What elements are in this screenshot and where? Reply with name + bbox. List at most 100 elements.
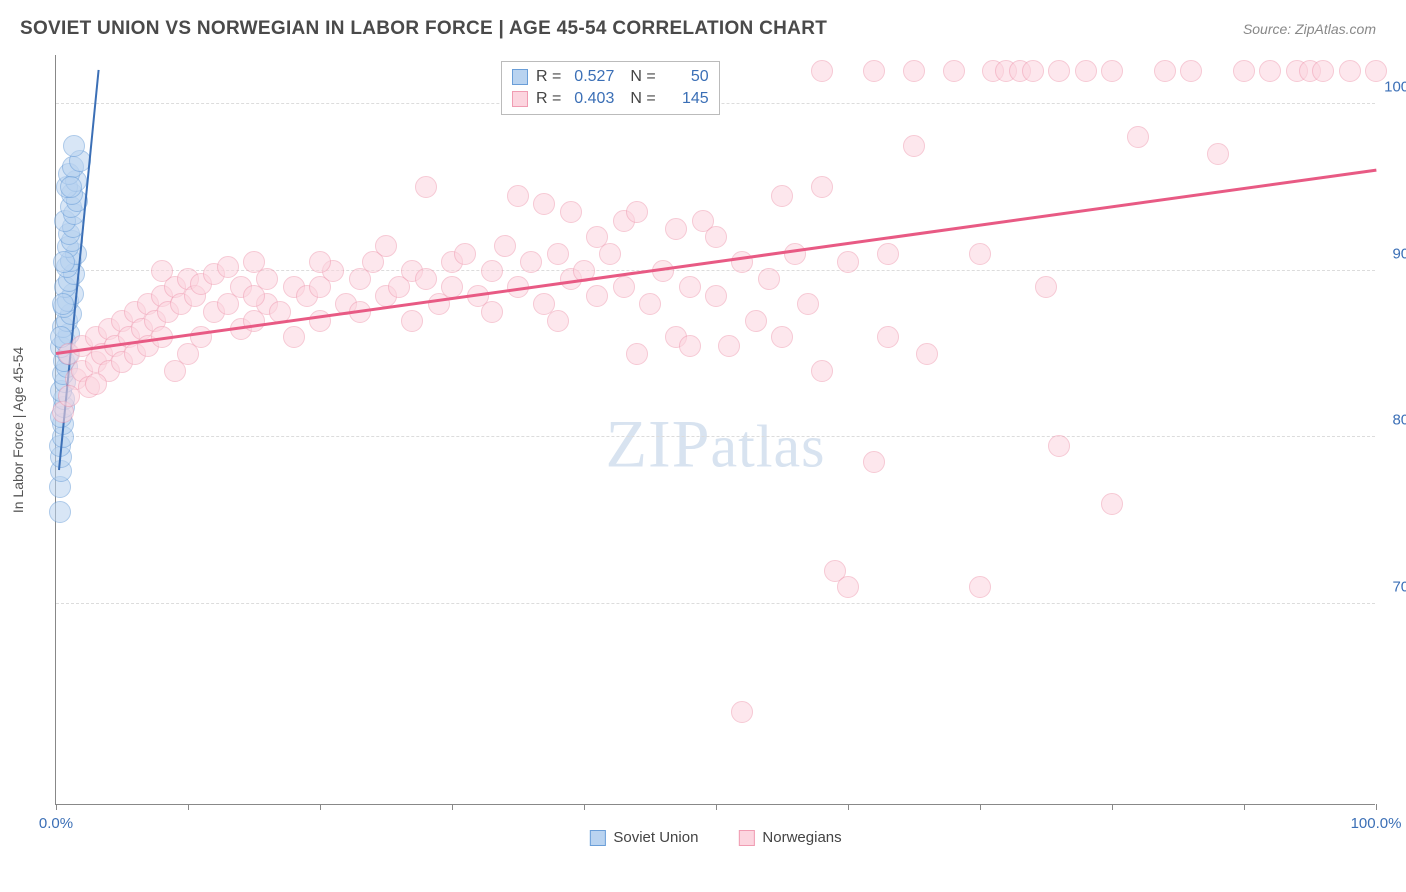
- data-point: [309, 310, 331, 332]
- data-point: [705, 285, 727, 307]
- x-tick-label: 0.0%: [39, 815, 73, 832]
- x-tick: [56, 804, 57, 810]
- y-tick-label: 90.0%: [1380, 245, 1406, 262]
- legend-label: Norwegians: [762, 829, 841, 846]
- data-point: [679, 335, 701, 357]
- data-point: [309, 251, 331, 273]
- stats-row: R =0.403N =145: [512, 88, 709, 110]
- legend-label: Soviet Union: [613, 829, 698, 846]
- x-tick: [980, 804, 981, 810]
- data-point: [415, 268, 437, 290]
- x-tick: [1244, 804, 1245, 810]
- legend-item: Norwegians: [738, 829, 841, 846]
- y-tick-label: 70.0%: [1380, 579, 1406, 596]
- data-point: [560, 201, 582, 223]
- data-point: [613, 276, 635, 298]
- data-point: [243, 285, 265, 307]
- data-point: [1207, 143, 1229, 165]
- stat-r-label: R =: [536, 90, 561, 108]
- x-tick: [848, 804, 849, 810]
- y-axis-label: In Labor Force | Age 45-54: [10, 346, 26, 512]
- data-point: [49, 501, 71, 523]
- data-point: [916, 343, 938, 365]
- stat-n-label: N =: [630, 90, 655, 108]
- data-point: [731, 701, 753, 723]
- y-tick-label: 100.0%: [1380, 79, 1406, 96]
- data-point: [837, 251, 859, 273]
- data-point: [1048, 435, 1070, 457]
- x-tick: [1112, 804, 1113, 810]
- data-point: [863, 60, 885, 82]
- x-tick: [320, 804, 321, 810]
- data-point: [507, 185, 529, 207]
- data-point: [811, 60, 833, 82]
- x-tick: [716, 804, 717, 810]
- stats-row: R =0.527N =50: [512, 66, 709, 88]
- data-point: [1101, 60, 1123, 82]
- x-tick: [584, 804, 585, 810]
- data-point: [1365, 60, 1387, 82]
- x-tick: [452, 804, 453, 810]
- data-point: [60, 176, 82, 198]
- data-point: [811, 360, 833, 382]
- legend-swatch: [589, 830, 605, 846]
- data-point: [718, 335, 740, 357]
- data-point: [1127, 126, 1149, 148]
- data-point: [797, 293, 819, 315]
- data-point: [943, 60, 965, 82]
- data-point: [454, 243, 476, 265]
- data-point: [837, 576, 859, 598]
- data-point: [85, 373, 107, 395]
- data-point: [665, 218, 687, 240]
- data-point: [877, 326, 899, 348]
- source-label: Source: ZipAtlas.com: [1243, 21, 1376, 37]
- data-point: [1233, 60, 1255, 82]
- data-point: [1075, 60, 1097, 82]
- data-point: [771, 326, 793, 348]
- legend-item: Soviet Union: [589, 829, 698, 846]
- data-point: [481, 301, 503, 323]
- scatter-chart: In Labor Force | Age 45-54 ZIPatlas 70.0…: [55, 55, 1375, 805]
- stat-r-value: 0.403: [569, 90, 614, 108]
- data-point: [63, 135, 85, 157]
- data-point: [1022, 60, 1044, 82]
- data-point: [217, 256, 239, 278]
- data-point: [151, 260, 173, 282]
- x-tick: [1376, 804, 1377, 810]
- series-swatch: [512, 91, 528, 107]
- data-point: [58, 385, 80, 407]
- series-swatch: [512, 69, 528, 85]
- data-point: [1154, 60, 1176, 82]
- data-point: [745, 310, 767, 332]
- x-tick-label: 100.0%: [1351, 815, 1402, 832]
- data-point: [401, 310, 423, 332]
- stats-box: R =0.527N =50R =0.403N =145: [501, 61, 720, 115]
- data-point: [784, 243, 806, 265]
- x-tick: [188, 804, 189, 810]
- watermark: ZIPatlas: [606, 405, 826, 484]
- data-point: [811, 176, 833, 198]
- data-point: [52, 293, 74, 315]
- header-row: SOVIET UNION VS NORWEGIAN IN LABOR FORCE…: [0, 0, 1406, 40]
- data-point: [626, 343, 648, 365]
- data-point: [533, 193, 555, 215]
- y-tick-label: 80.0%: [1380, 412, 1406, 429]
- data-point: [599, 243, 621, 265]
- data-point: [705, 226, 727, 248]
- data-point: [1035, 276, 1057, 298]
- data-point: [1048, 60, 1070, 82]
- data-point: [758, 268, 780, 290]
- data-point: [903, 135, 925, 157]
- data-point: [283, 326, 305, 348]
- gridline-h: [56, 436, 1375, 437]
- gridline-h: [56, 603, 1375, 604]
- data-point: [494, 235, 516, 257]
- data-point: [1101, 493, 1123, 515]
- data-point: [547, 243, 569, 265]
- chart-title: SOVIET UNION VS NORWEGIAN IN LABOR FORCE…: [20, 18, 827, 40]
- data-point: [626, 201, 648, 223]
- data-point: [547, 310, 569, 332]
- stat-n-label: N =: [630, 68, 655, 86]
- data-point: [877, 243, 899, 265]
- stat-r-label: R =: [536, 68, 561, 86]
